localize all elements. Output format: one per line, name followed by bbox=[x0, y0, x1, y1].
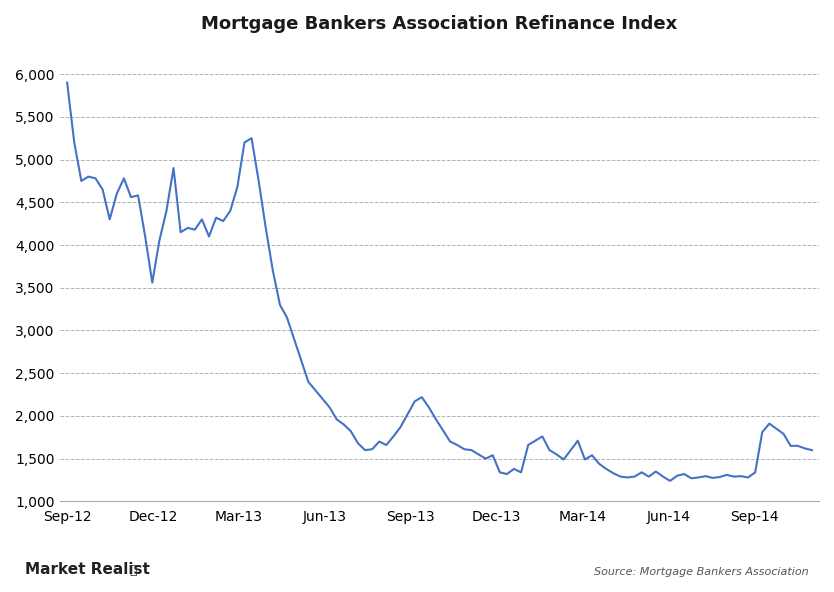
Text: Ⓜ: Ⓜ bbox=[129, 564, 137, 577]
Text: Market Realist: Market Realist bbox=[25, 562, 150, 577]
Title: Mortgage Bankers Association Refinance Index: Mortgage Bankers Association Refinance I… bbox=[201, 15, 678, 33]
Text: Source: Mortgage Bankers Association: Source: Mortgage Bankers Association bbox=[595, 567, 809, 577]
